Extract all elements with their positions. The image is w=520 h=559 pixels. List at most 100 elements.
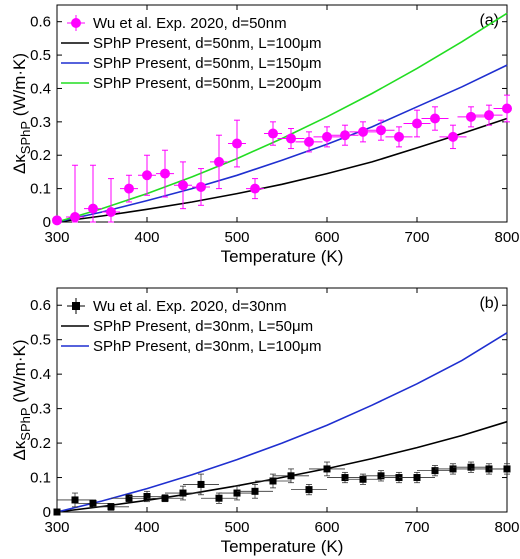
x-tick-label: 600 [314, 229, 339, 246]
data-point [142, 170, 152, 181]
legend-swatch-marker [72, 302, 80, 310]
panel-label: (a) [479, 12, 499, 29]
data-point [484, 110, 494, 121]
plot-area [56, 287, 508, 513]
y-axis-label: ΔκSPhP (W/m·K) [10, 53, 33, 174]
legend-label: SPhP Present, d=30nm, L=100μm [93, 338, 322, 355]
data-point [53, 508, 61, 516]
data-point [322, 131, 332, 142]
y-axis-label-main: Δκ [10, 440, 29, 460]
data-point [431, 467, 439, 475]
data-point [358, 126, 368, 137]
y-tick-label: 0.1 [30, 181, 51, 198]
data-point [88, 203, 98, 214]
data-point [502, 103, 512, 114]
x-tick-label: 800 [494, 519, 519, 536]
data-point [268, 128, 278, 139]
y-tick-label: 0 [43, 214, 51, 231]
y-axis-label-main: Δκ [10, 154, 29, 174]
y-tick-label: 0 [43, 504, 51, 521]
data-point [286, 133, 296, 144]
data-point [323, 465, 331, 473]
data-point [341, 474, 349, 482]
data-point [71, 496, 79, 504]
data-point [233, 489, 241, 497]
data-point [197, 480, 205, 488]
x-tick-label: 700 [404, 229, 429, 246]
panel-label: (b) [479, 295, 499, 312]
data-point [251, 487, 259, 495]
x-tick-label: 700 [404, 519, 429, 536]
x-tick-label: 400 [134, 519, 159, 536]
data-point [467, 463, 475, 471]
panel-b: 300 400 500 600 700 800 0 0.1 0.2 0.3 0.4 0.5 0.6 Tem… [10, 287, 520, 556]
panel-a: 300 400 500 600 700 800 0 0.1 0.2 0.3 0.4 0.5 0.6 Tem… [10, 4, 520, 266]
data-point [143, 492, 151, 500]
y-tick-label: 0.3 [30, 401, 51, 418]
legend-label: SPhP Present, d=50nm, L=100μm [93, 35, 322, 52]
series-line-1 [56, 420, 508, 513]
data-point [305, 486, 313, 494]
x-axis-label: Temperature (K) [221, 537, 344, 556]
y-tick-label: 0.6 [30, 14, 51, 31]
y-axis-label-subscript: SPhP [18, 121, 33, 154]
y-axis-label-unit: (W/m·K) [10, 339, 29, 407]
data-point [287, 472, 295, 480]
data-point [196, 181, 206, 192]
y-tick-label: 0.4 [30, 366, 51, 383]
x-tick-label: 300 [44, 229, 69, 246]
legend: Wu et al. Exp. 2020, d=50nm SPhP Present,… [61, 15, 322, 92]
data-point [466, 111, 476, 122]
y-tick-label: 0.5 [30, 332, 51, 349]
data-point [340, 130, 350, 141]
data-point [304, 136, 314, 147]
data-point [106, 206, 116, 217]
data-point [178, 180, 188, 191]
data-point [250, 183, 260, 194]
data-point [89, 499, 97, 507]
data-point [214, 156, 224, 167]
y-tick-label: 0.5 [30, 47, 51, 64]
y-axis-label-subscript: SPhP [18, 407, 33, 440]
data-point [52, 215, 62, 226]
y-tick-label: 0.1 [30, 470, 51, 487]
x-tick-label: 500 [224, 229, 249, 246]
y-tick-label: 0.2 [30, 435, 51, 452]
data-point [394, 131, 404, 142]
data-point [359, 475, 367, 483]
data-point [125, 494, 133, 502]
data-point [107, 503, 115, 511]
data-point [179, 489, 187, 497]
data-point [449, 465, 457, 473]
data-point [503, 465, 511, 473]
data-point [160, 168, 170, 179]
data-point [412, 118, 422, 129]
x-axis-label: Temperature (K) [221, 247, 344, 266]
x-tick-label: 300 [44, 519, 69, 536]
y-tick-label: 0.3 [30, 114, 51, 131]
x-tick-label: 500 [224, 519, 249, 536]
x-tick-label: 800 [494, 229, 519, 246]
y-tick-label: 0.4 [30, 80, 51, 97]
data-point [430, 113, 440, 124]
series-line-2 [56, 64, 508, 223]
x-tick-label: 400 [134, 229, 159, 246]
data-point [215, 494, 223, 502]
data-point [124, 183, 134, 194]
data-point [376, 125, 386, 136]
data-point [413, 474, 421, 482]
series-line-1 [56, 117, 508, 223]
data-point [232, 138, 242, 149]
data-point [448, 131, 458, 142]
y-tick-label: 0.6 [30, 297, 51, 314]
data-point [70, 211, 80, 222]
series-line-2 [56, 332, 508, 513]
legend-label: Wu et al. Exp. 2020, d=30nm [93, 298, 287, 315]
y-axis-label: ΔκSPhP (W/m·K) [10, 339, 33, 460]
legend-label: SPhP Present, d=30nm, L=50μm [93, 318, 313, 335]
data-point [161, 494, 169, 502]
x-tick-label: 600 [314, 519, 339, 536]
legend-label: Wu et al. Exp. 2020, d=50nm [93, 15, 287, 32]
y-tick-label: 0.2 [30, 147, 51, 164]
